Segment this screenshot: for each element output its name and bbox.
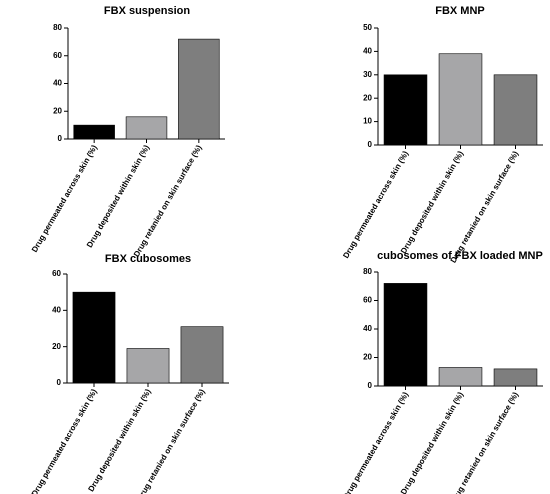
- y-tick-label: 60: [53, 51, 62, 60]
- x-tick-label: Drug permeated across skin (%): [341, 390, 410, 494]
- chart-title: FBX suspension: [104, 5, 190, 17]
- x-tick-label: Drug retanied on skin surface (%): [449, 149, 521, 264]
- bar: [438, 367, 483, 387]
- bar: [72, 291, 116, 384]
- bar: [493, 368, 538, 387]
- chart-panel-3: FBX cubosomes 0 20 40 60 Drug permeated acros…: [30, 253, 229, 494]
- y-tick-label: 80: [53, 23, 62, 32]
- y-tick-label: 30: [363, 70, 372, 79]
- y-tick-label: 20: [363, 353, 372, 362]
- x-tick-label: Drug permeated across skin (%): [341, 149, 410, 260]
- bar: [383, 74, 428, 146]
- y-tick-label: 0: [57, 378, 62, 387]
- x-tick-label: Drug deposited within skin (%): [399, 390, 465, 494]
- y-tick-label: 60: [363, 296, 372, 305]
- chart-title: cubosomes of FBX loaded MNP: [377, 250, 543, 262]
- chart-panel-2: FBX MNP 0 10 20 30 40 50 Drug permeated across …: [341, 5, 543, 264]
- chart-title: FBX cubosomes: [105, 253, 191, 265]
- y-tick-label: 40: [53, 79, 62, 88]
- y-tick-label: 10: [363, 117, 372, 126]
- x-tick-label: Drug deposited within skin (%): [399, 149, 465, 255]
- y-tick-label: 0: [58, 134, 63, 143]
- x-tick-label: Drug deposited within skin (%): [86, 387, 152, 493]
- y-tick-label: 20: [52, 342, 61, 351]
- y-tick-label: 40: [363, 324, 372, 333]
- bar: [383, 283, 428, 387]
- chart-panel-4: cubosomes of FBX loaded MNP 0 20 40 60 80 Drug…: [341, 250, 543, 494]
- y-tick-label: 20: [363, 93, 372, 102]
- bar: [178, 38, 220, 140]
- y-tick-label: 80: [363, 267, 372, 276]
- y-tick-label: 20: [53, 106, 62, 115]
- chart-title: FBX MNP: [435, 5, 485, 17]
- y-tick-label: 0: [368, 140, 373, 149]
- y-tick-label: 40: [363, 47, 372, 56]
- bar: [126, 348, 170, 384]
- y-tick-label: 60: [52, 269, 61, 278]
- bar: [180, 326, 224, 384]
- bar: [73, 124, 115, 140]
- y-tick-label: 0: [368, 381, 373, 390]
- bar: [438, 53, 483, 146]
- x-tick-label: Drug permeated across skin (%): [30, 387, 99, 494]
- y-tick-label: 50: [363, 23, 372, 32]
- y-tick-label: 40: [52, 305, 61, 314]
- bar: [493, 74, 538, 146]
- bar: [125, 116, 168, 140]
- x-tick-label: Drug retanied on skin surface (%): [449, 390, 521, 494]
- x-tick-label: Drug deposited within skin (%): [85, 143, 151, 249]
